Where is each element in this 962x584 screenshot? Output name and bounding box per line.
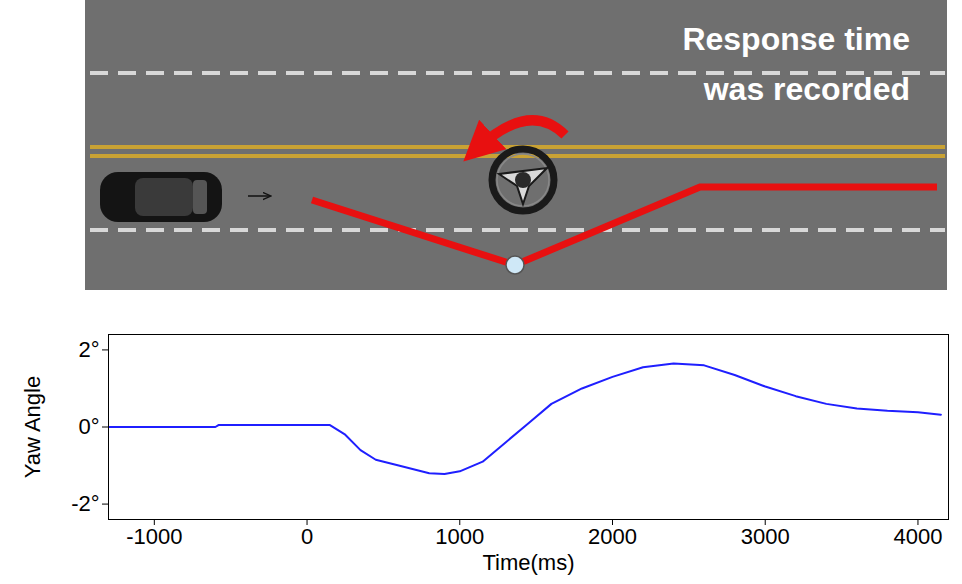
svg-text:2°: 2°: [78, 337, 99, 362]
svg-text:Time(ms): Time(ms): [482, 550, 574, 575]
svg-text:1000: 1000: [435, 524, 484, 549]
svg-text:Response time: Response time: [682, 21, 910, 57]
svg-text:3000: 3000: [741, 524, 790, 549]
svg-text:-1000: -1000: [126, 524, 182, 549]
svg-text:0: 0: [301, 524, 313, 549]
svg-text:2000: 2000: [588, 524, 637, 549]
svg-text:-2°: -2°: [71, 491, 99, 516]
svg-text:0°: 0°: [78, 414, 99, 439]
svg-text:was recorded: was recorded: [703, 71, 910, 107]
svg-text:Yaw Angle: Yaw Angle: [20, 376, 45, 478]
svg-text:4000: 4000: [893, 524, 942, 549]
